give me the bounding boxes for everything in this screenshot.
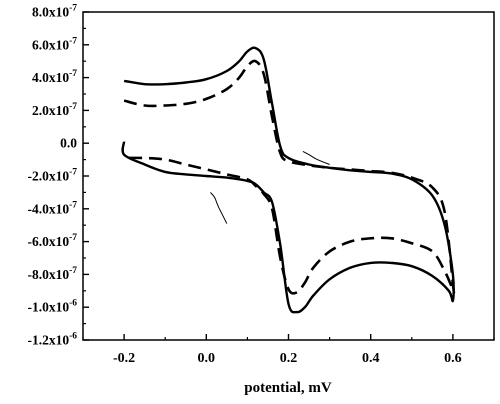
- y-tick-label: -1.0x10-6: [27, 299, 77, 315]
- y-tick-label: -8.0x10-7: [27, 266, 77, 282]
- scan-direction-line: [210, 192, 228, 224]
- y-tick-mantissa: 0.0: [60, 136, 77, 151]
- y-tick-exponent: -7: [69, 168, 77, 178]
- series-group: [121, 46, 456, 314]
- annotation-group: [210, 150, 330, 224]
- y-tick-mantissa: 4.0x10: [32, 70, 69, 85]
- x-axis-label: potential, mV: [244, 380, 332, 396]
- y-tick-mantissa: 8.0x10: [32, 5, 69, 20]
- y-tick-exponent: -6: [69, 332, 77, 342]
- scan-direction-line: [302, 150, 330, 165]
- y-tick-exponent: -7: [69, 233, 77, 243]
- y-tick-label: -1.2x10-6: [27, 332, 77, 348]
- y-tick-exponent: -7: [69, 102, 77, 112]
- y-tick-exponent: -7: [69, 36, 77, 46]
- y-tick-mantissa: -8.0x10: [27, 267, 69, 282]
- series-dashed-line: [123, 59, 456, 295]
- x-tick-label: -0.2: [113, 351, 135, 366]
- y-ticks-group: 8.0x10-76.0x10-74.0x10-72.0x10-70.0-2.0x…: [27, 4, 89, 348]
- y-tick-label: 4.0x10-7: [32, 69, 77, 85]
- y-tick-label: -4.0x10-7: [27, 200, 77, 216]
- y-tick-label: 8.0x10-7: [32, 4, 77, 20]
- y-tick-label: 2.0x10-7: [32, 102, 77, 118]
- y-tick-mantissa: -1.0x10: [27, 300, 69, 315]
- y-tick-mantissa: -4.0x10: [27, 201, 69, 216]
- y-tick-exponent: -7: [69, 4, 77, 14]
- y-tick-mantissa: 6.0x10: [32, 37, 69, 52]
- y-tick-label: -6.0x10-7: [27, 233, 77, 249]
- y-tick-label: 6.0x10-7: [32, 36, 77, 52]
- x-ticks-group: -0.2 0.0 0.2 0.4 0.6: [82, 334, 495, 366]
- y-tick-mantissa: -6.0x10: [27, 234, 69, 249]
- y-tick-mantissa: -1.2x10: [27, 333, 69, 348]
- y-tick-mantissa: 2.0x10: [32, 103, 69, 118]
- y-tick-exponent: -7: [69, 266, 77, 276]
- x-tick-label: 0.4: [362, 351, 380, 366]
- y-tick-mantissa: -2.0x10: [27, 169, 69, 184]
- plot-frame: [82, 11, 495, 341]
- y-tick-exponent: -7: [69, 69, 77, 79]
- x-tick-label: 0.0: [198, 351, 216, 366]
- y-tick-label: 0.0: [60, 136, 77, 151]
- y-tick-exponent: -6: [69, 299, 77, 309]
- x-tick-label: 0.6: [444, 351, 462, 366]
- y-tick-label: -2.0x10-7: [27, 168, 77, 184]
- series-solid-line: [121, 46, 455, 314]
- y-tick-exponent: -7: [69, 200, 77, 210]
- x-tick-label: 0.2: [280, 351, 298, 366]
